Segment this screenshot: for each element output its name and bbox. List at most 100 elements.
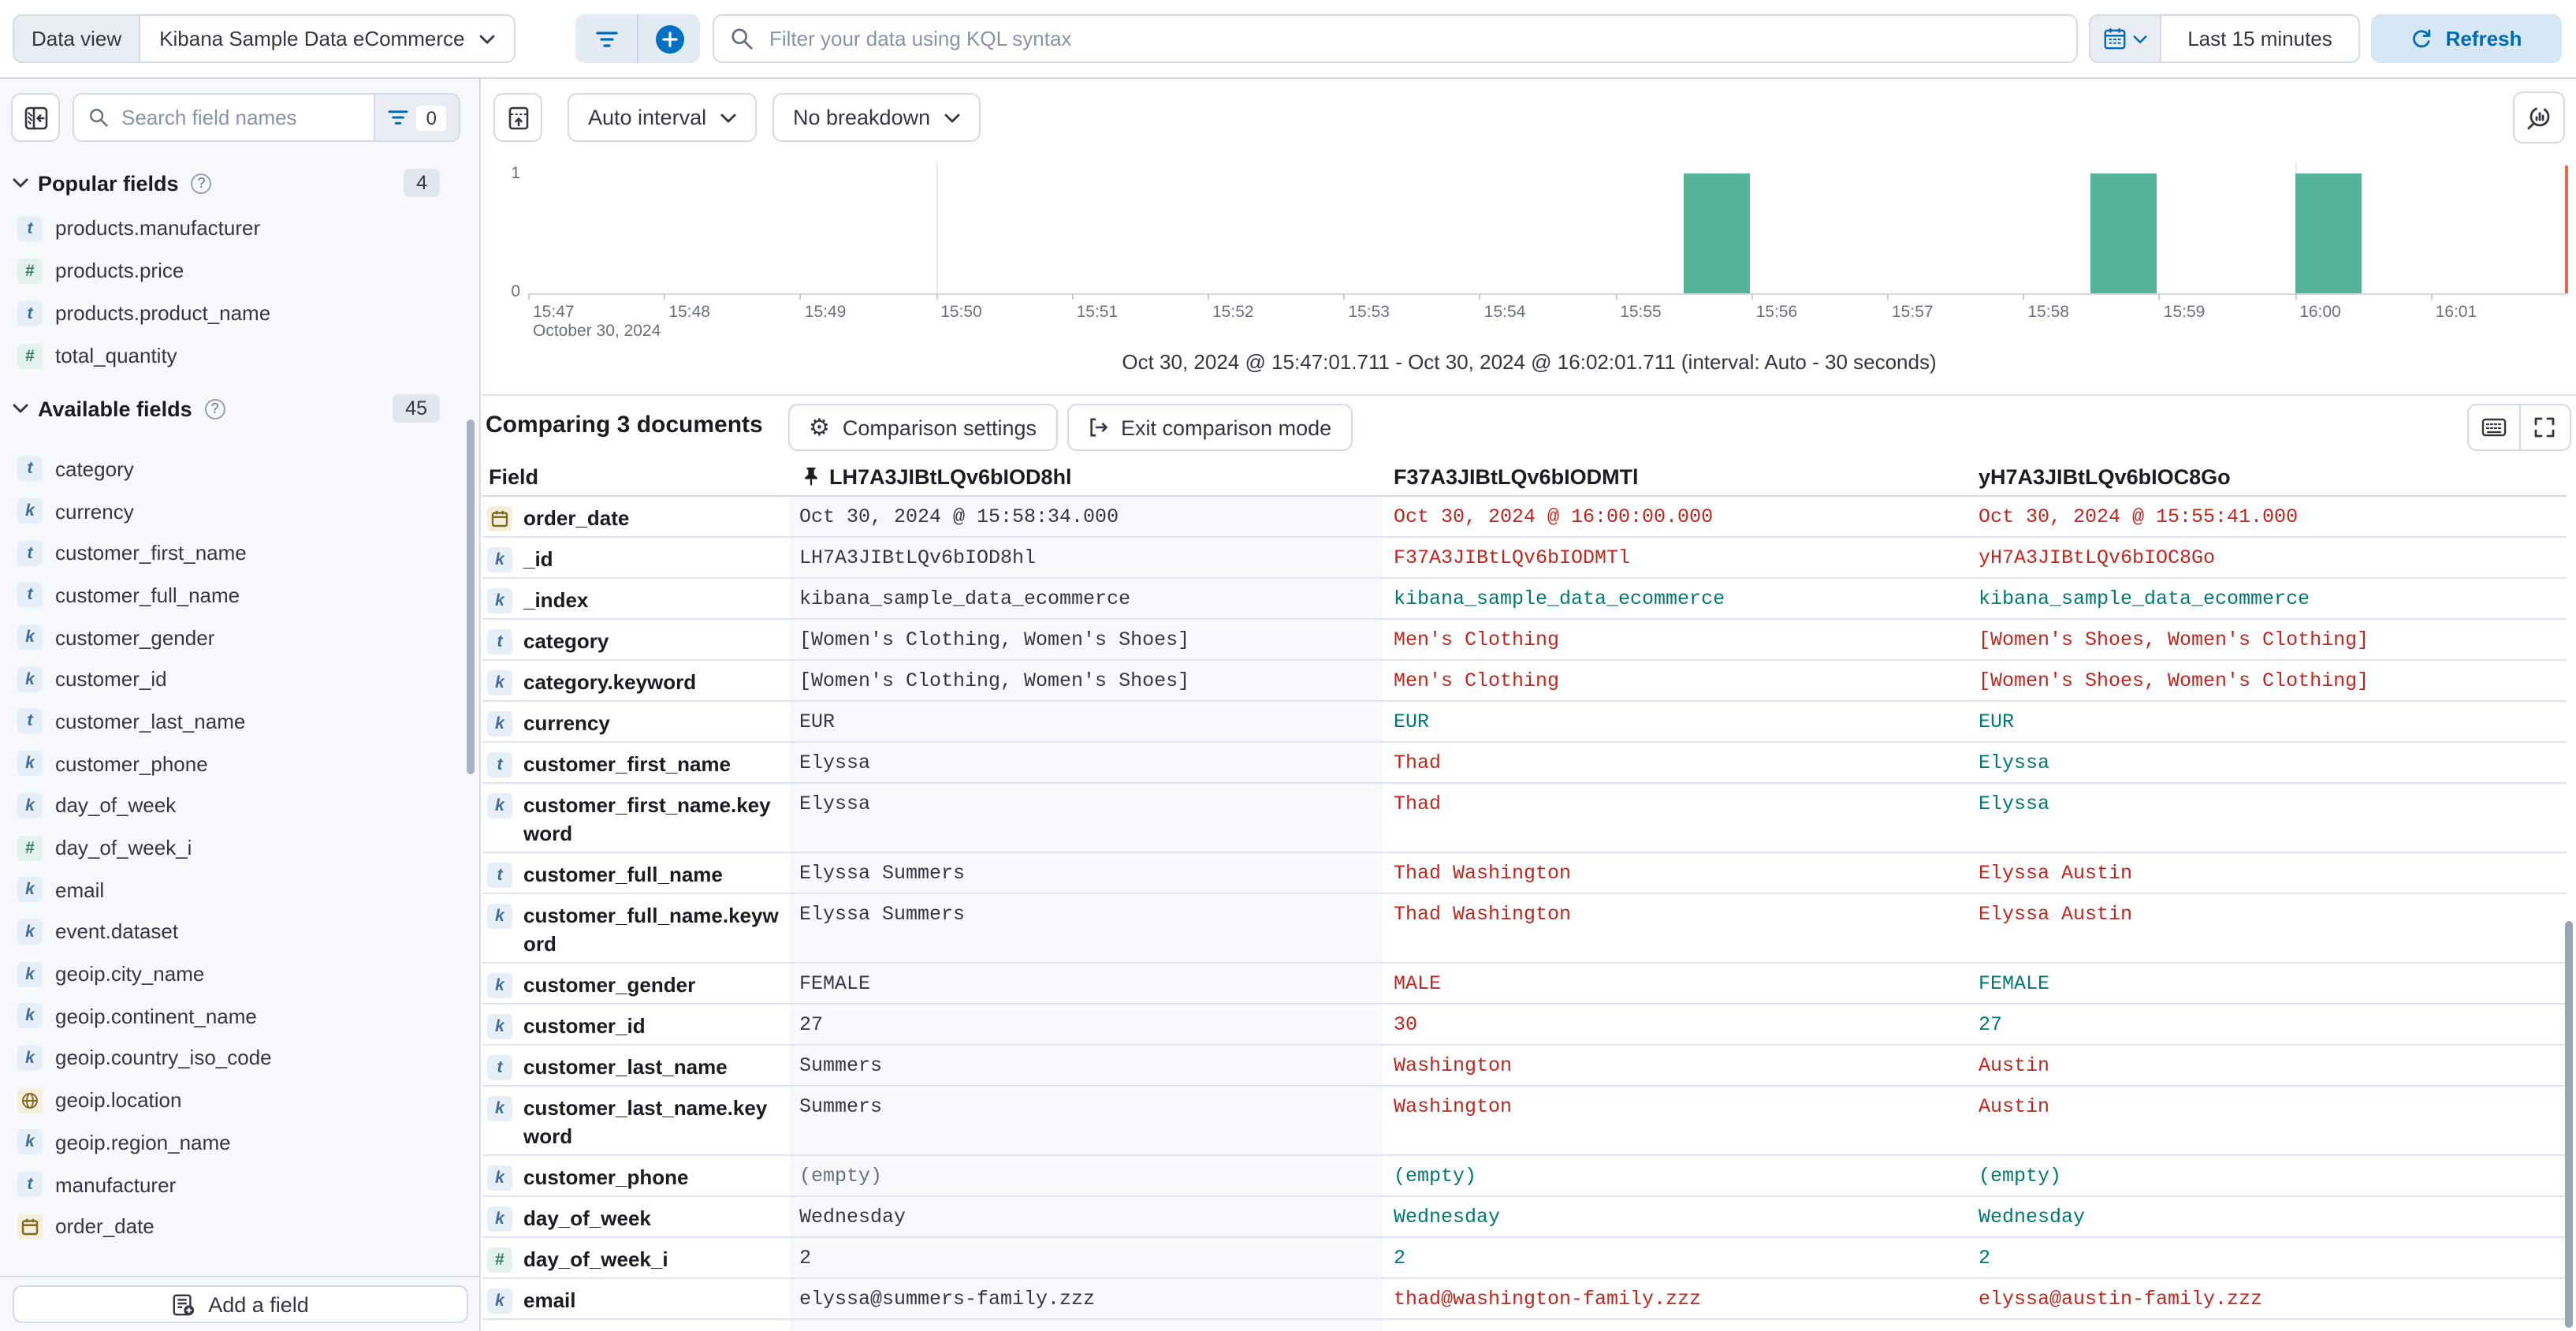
sidebar-field-item[interactable]: t products.product_name <box>13 292 454 334</box>
sidebar-field-item[interactable]: order_date <box>13 1206 454 1247</box>
add-field-button[interactable]: Add a field <box>13 1285 468 1323</box>
available-fields-count-badge: 45 <box>393 394 440 423</box>
popular-fields-header[interactable]: Popular fields 4 <box>13 164 468 202</box>
comparison-table-row[interactable]: k customer_gender FEMALE MALE FEMALE <box>482 964 2567 1005</box>
comparison-table-row[interactable]: k customer_phone (empty) (empty) (empty) <box>482 1156 2567 1197</box>
keyword-token-icon: k <box>17 877 43 903</box>
refresh-button[interactable]: Refresh <box>2371 14 2562 63</box>
histogram-bar[interactable] <box>2295 173 2362 293</box>
sidebar-field-item[interactable]: k email <box>13 869 454 911</box>
x-axis-tick-label: 15:55 <box>1620 303 1662 322</box>
sidebar-field-item[interactable]: t customer_first_name <box>13 532 454 574</box>
fullscreen-button[interactable] <box>2518 405 2570 449</box>
x-axis-tick <box>1479 293 1481 300</box>
field-name: manufacturer <box>55 1173 177 1197</box>
add-filter-button[interactable] <box>638 14 700 63</box>
sidebar-field-item[interactable]: k geoip.country_iso_code <box>13 1037 454 1079</box>
comparison-settings-button[interactable]: Comparison settings <box>788 404 1058 451</box>
sidebar-scrollbar[interactable] <box>467 419 475 774</box>
comparison-table-row[interactable]: k currency EUR EUR EUR <box>482 702 2567 743</box>
sidebar-field-item[interactable]: # total_quantity <box>13 334 454 377</box>
comparison-table-row[interactable]: k customer_full_name.keyword Elyssa Summ… <box>482 894 2567 964</box>
exit-comparison-button[interactable]: Exit comparison mode <box>1067 404 1353 451</box>
interval-dropdown[interactable]: Auto interval <box>568 93 758 142</box>
sidebar-field-item[interactable]: # day_of_week_i <box>13 826 454 868</box>
doc3-value: Austin <box>1979 1055 2050 1077</box>
time-range-value[interactable]: Last 15 minutes <box>2161 27 2358 50</box>
comparison-table-row[interactable]: k email elyssa@summers-family.zzz thad@w… <box>482 1279 2567 1320</box>
sidebar-field-item[interactable]: k geoip.continent_name <box>13 995 454 1037</box>
comparison-table-row[interactable]: order_date Oct 30, 2024 @ 15:58:34.000 O… <box>482 497 2567 538</box>
histogram-bar[interactable] <box>1683 173 1750 293</box>
time-range-end-marker <box>2565 166 2568 293</box>
help-icon <box>204 398 225 419</box>
kql-query-input[interactable] <box>766 25 2060 52</box>
comparison-table-header: Field LH7A3JIBtLQv6bIOD8hl F37A3JIBtLQv6… <box>482 457 2567 497</box>
keyboard-shortcuts-button[interactable] <box>2469 405 2518 449</box>
field-name: customer_first_name.keyword <box>523 793 771 844</box>
x-axis-tick <box>2295 293 2297 300</box>
saved-query-filter-button[interactable] <box>575 14 637 63</box>
field-filter-button[interactable]: 0 <box>374 95 459 140</box>
field-name: order_date <box>523 506 630 530</box>
document-count-histogram[interactable]: 1 0 15:47 15:48 15:49 15:50 15:51 15:52 15:53 15:… <box>482 162 2576 342</box>
table-scrollbar[interactable] <box>2565 921 2573 1328</box>
comparison-table-row[interactable]: k customer_id 27 30 27 <box>482 1005 2567 1046</box>
histogram-bar[interactable] <box>2090 173 2157 293</box>
comparison-table-row[interactable]: k day_of_week Wednesday Wednesday Wednes… <box>482 1197 2567 1238</box>
sidebar-field-item[interactable]: # products.price <box>13 249 454 292</box>
comparison-table-row[interactable]: k category.keyword [Women's Clothing, Wo… <box>482 661 2567 702</box>
hide-histogram-button[interactable] <box>493 93 542 142</box>
collapse-sidebar-button[interactable] <box>11 93 60 142</box>
comparison-table-row[interactable]: t customer_first_name Elyssa Thad Elyssa <box>482 743 2567 784</box>
sidebar-field-item[interactable]: k geoip.city_name <box>13 953 454 995</box>
collapse-panel-icon <box>23 105 48 130</box>
breakdown-dropdown[interactable]: No breakdown <box>772 93 981 142</box>
comparison-table-row[interactable]: # day_of_week_i 2 2 2 <box>482 1238 2567 1279</box>
sidebar-field-item[interactable]: k customer_gender <box>13 617 454 658</box>
sidebar-field-item[interactable]: t products.manufacturer <box>13 207 454 249</box>
sidebar-field-item[interactable]: k geoip.region_name <box>13 1121 454 1163</box>
chevron-down-icon <box>720 113 736 122</box>
comparison-table-row[interactable]: k _index kibana_sample_data_ecommerce ki… <box>482 579 2567 620</box>
calendar-icon <box>2103 27 2127 50</box>
sidebar-field-item[interactable]: k currency <box>13 490 454 531</box>
sidebar-field-item[interactable]: t customer_full_name <box>13 574 454 616</box>
keyword-token-icon: k <box>487 793 512 818</box>
table-view-toggle <box>2467 404 2571 451</box>
sidebar-field-item[interactable]: k event.dataset <box>13 911 454 953</box>
doc2-value: Thad Washington <box>1394 904 1572 926</box>
time-range-picker: Last 15 minutes <box>2089 14 2360 63</box>
available-fields-header[interactable]: Available fields 45 <box>13 390 468 427</box>
sidebar-field-item[interactable]: t category <box>13 448 454 490</box>
pinned-doc-column-header[interactable]: LH7A3JIBtLQv6bIOD8hl <box>790 464 1383 488</box>
sidebar-field-item[interactable]: t manufacturer <box>13 1163 454 1205</box>
comparison-table-row[interactable]: k customer_first_name.keyword Elyssa Tha… <box>482 784 2567 853</box>
data-view-select[interactable]: Kibana Sample Data eCommerce <box>140 27 513 50</box>
sidebar-field-item[interactable]: k customer_id <box>13 658 454 700</box>
calendar-menu-button[interactable] <box>2090 16 2161 62</box>
doc3-value: EUR <box>1979 711 2015 733</box>
comparison-table-row[interactable]: k _id LH7A3JIBtLQv6bIOD8hl F37A3JIBtLQv6… <box>482 538 2567 579</box>
exit-icon <box>1088 416 1108 438</box>
doc2-column-header[interactable]: F37A3JIBtLQv6bIODMTl <box>1394 464 1639 488</box>
lens-chart-icon <box>2525 103 2553 132</box>
pinned-doc-value: Oct 30, 2024 @ 15:58:34.000 <box>790 497 1383 536</box>
data-view-picker[interactable]: Data view Kibana Sample Data eCommerce <box>13 14 516 63</box>
kql-search-bar[interactable] <box>713 14 2078 63</box>
sidebar-field-item[interactable]: k customer_phone <box>13 743 454 785</box>
field-search[interactable]: 0 <box>73 93 460 142</box>
search-icon <box>74 107 118 128</box>
sidebar-field-item[interactable]: geoip.location <box>13 1079 454 1121</box>
pinned-doc-value: EUR <box>790 702 1383 741</box>
comparison-table-row[interactable]: t customer_last_name Summers Washington … <box>482 1046 2567 1087</box>
doc3-column-header[interactable]: yH7A3JIBtLQv6bIOC8Go <box>1979 464 2231 488</box>
comparison-table-row[interactable]: t category [Women's Clothing, Women's Sh… <box>482 620 2567 661</box>
field-search-input[interactable] <box>118 104 374 131</box>
comparison-table-row[interactable]: k customer_last_name.keyword Summers Was… <box>482 1087 2567 1156</box>
search-icon <box>730 27 754 50</box>
comparison-table-row[interactable]: t customer_full_name Elyssa Summers Thad… <box>482 853 2567 894</box>
edit-visualization-button[interactable] <box>2513 91 2565 144</box>
sidebar-field-item[interactable]: t customer_last_name <box>13 700 454 742</box>
sidebar-field-item[interactable]: k day_of_week <box>13 785 454 826</box>
